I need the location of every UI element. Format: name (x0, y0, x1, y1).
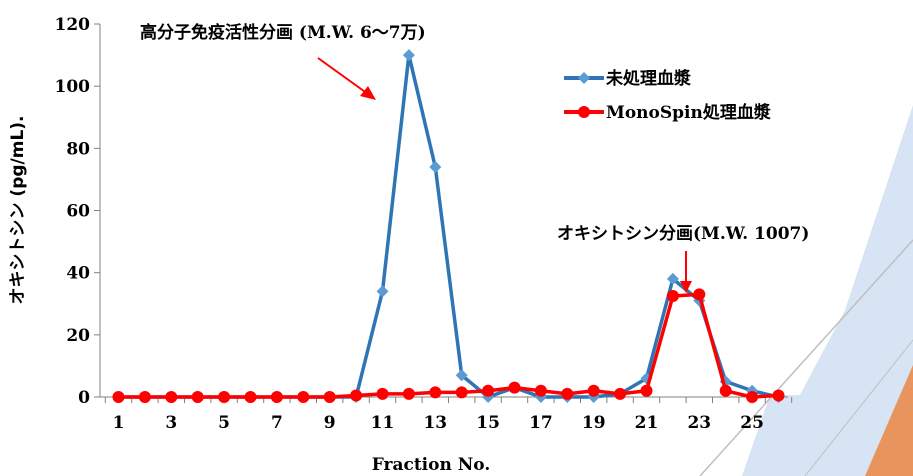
legend: 未処理血漿 MonoSpin処理血漿 (564, 68, 771, 123)
annotation-arrowhead (360, 86, 376, 100)
x-tick-label: 23 (687, 413, 711, 433)
data-point (138, 391, 151, 403)
legend-label: 未処理血漿 (605, 68, 691, 89)
legend-item-untreated: 未処理血漿 (564, 68, 691, 89)
legend-label: MonoSpin処理血漿 (606, 102, 771, 123)
annotation-oxytocin: オキシトシン分画(M.W. 1007) (557, 224, 809, 293)
x-tick-label: 11 (371, 413, 395, 433)
annotation-arrow-line (317, 57, 369, 95)
y-tick-label: 40 (66, 264, 90, 284)
series-layer (112, 49, 785, 403)
data-point (402, 49, 415, 62)
data-point (218, 391, 231, 403)
decoration-orange-shape (865, 365, 913, 476)
y-ticks: 0 20 40 60 80 100 120 (55, 15, 100, 408)
series-monospin (112, 288, 785, 403)
data-point (297, 391, 310, 403)
data-point (429, 386, 442, 399)
data-point (191, 391, 204, 403)
series-line (118, 292, 779, 399)
x-tick-label: 7 (271, 413, 283, 433)
data-point (482, 384, 495, 397)
y-tick-label: 60 (66, 202, 90, 222)
data-point (693, 288, 706, 301)
background-decoration (699, 105, 913, 476)
data-point (587, 384, 600, 397)
annotation-text: 高分子免疫活性分画 (M.W. 6～7万) (140, 22, 426, 43)
data-point (640, 384, 653, 397)
y-tick-label: 0 (78, 388, 90, 408)
annotation-arrowhead (680, 281, 692, 293)
decoration-blue-shape (742, 105, 913, 476)
x-tick-label: 9 (324, 413, 336, 433)
x-tick-label: 3 (165, 413, 177, 433)
data-point (455, 386, 468, 399)
data-point (270, 391, 283, 403)
annotation-high-mw: 高分子免疫活性分画 (M.W. 6～7万) (140, 22, 426, 100)
data-point (614, 387, 627, 400)
x-tick-label: 19 (582, 413, 606, 433)
data-point (746, 391, 759, 403)
data-point (402, 387, 415, 400)
legend-item-monospin: MonoSpin処理血漿 (564, 102, 771, 123)
data-point (323, 391, 336, 403)
y-tick-label: 20 (66, 326, 90, 346)
y-tick-label: 80 (66, 139, 90, 159)
x-tick-label: 25 (740, 413, 764, 433)
x-tick-label: 5 (218, 413, 230, 433)
x-tick-label: 17 (529, 413, 553, 433)
x-axis-title: Fraction No. (372, 455, 491, 475)
legend-circle-marker (578, 106, 590, 118)
data-point (534, 384, 547, 397)
data-point (112, 391, 125, 403)
y-tick-label: 120 (55, 15, 91, 35)
x-tick-label: 15 (476, 413, 500, 433)
x-tick-label: 21 (635, 413, 659, 433)
data-point (429, 160, 442, 173)
data-point (455, 369, 468, 382)
data-point (376, 285, 389, 298)
x-tick-label: 1 (113, 413, 125, 433)
data-point (165, 391, 178, 403)
data-point (350, 389, 363, 402)
data-point (561, 387, 574, 400)
data-point (772, 389, 785, 402)
legend-diamond-marker (578, 72, 590, 84)
annotation-text: オキシトシン分画(M.W. 1007) (557, 224, 809, 244)
x-ticks: 1 3 5 7 9 11 13 15 17 19 21 23 25 (104, 397, 793, 433)
data-point (719, 384, 732, 397)
decoration-line (804, 339, 913, 476)
decoration-line (699, 239, 913, 476)
data-point (666, 289, 679, 302)
data-point (376, 387, 389, 400)
data-point (666, 272, 679, 285)
data-point (508, 381, 521, 394)
x-tick-label: 13 (423, 413, 447, 433)
data-point (244, 391, 257, 403)
y-axis-title: オキシトシン (pg/mL). (8, 115, 28, 304)
y-tick-label: 100 (55, 77, 91, 97)
